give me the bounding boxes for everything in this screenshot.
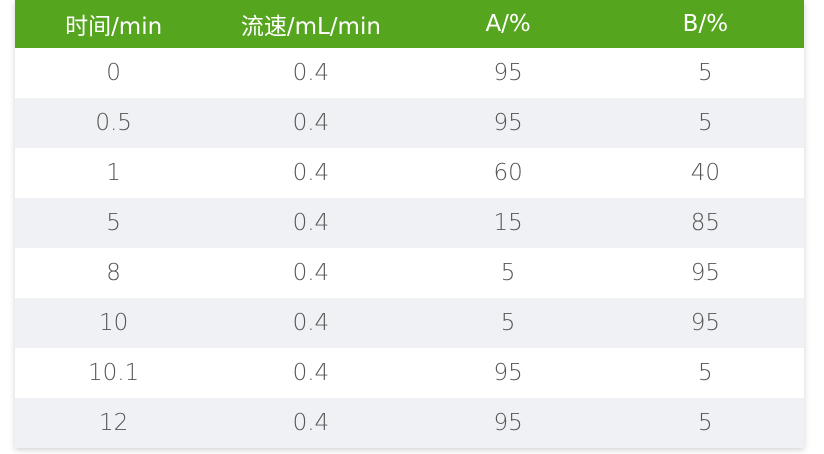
cell-b-percent: 5: [698, 60, 713, 86]
cell-flow-rate: 0.4: [292, 110, 330, 136]
cell-a-percent: 95: [493, 360, 523, 386]
cell-flow-rate: 0.4: [292, 360, 330, 386]
cell-time: 8: [106, 260, 121, 286]
cell-b-percent: 5: [698, 110, 713, 136]
cell-a-percent: 95: [493, 110, 523, 136]
table-row: 10.1 0.4 95 5: [15, 348, 804, 398]
table-row: 5 0.4 15 85: [15, 198, 804, 248]
cell-b-percent: 95: [690, 260, 721, 286]
table-row: 0 0.4 95 5: [15, 48, 804, 98]
header-flow-rate: 流速/mL/min: [240, 14, 381, 40]
table-row: 10 0.4 5 95: [15, 298, 804, 348]
table-row: 1 0.4 60 40: [15, 148, 804, 198]
cell-time: 0.5: [95, 110, 132, 136]
cell-flow-rate: 0.4: [292, 310, 330, 336]
cell-a-percent: 15: [493, 210, 523, 236]
table-row: 12 0.4 95 5: [15, 398, 804, 448]
cell-flow-rate: 0.4: [292, 410, 330, 436]
table-body: 0 0.4 95 5 0.5 0.4 95 5 1 0.4 60 40 5 0.4 15 85 8 0.4 5 95 1…: [15, 48, 804, 448]
cell-b-percent: 95: [690, 310, 721, 336]
cell-b-percent: 5: [698, 360, 713, 386]
table-row: 8 0.4 5 95: [15, 248, 804, 298]
cell-time: 5: [106, 210, 121, 236]
cell-a-percent: 5: [500, 310, 516, 336]
table-row: 0.5 0.4 95 5: [15, 98, 804, 148]
cell-flow-rate: 0.4: [292, 60, 330, 86]
cell-time: 0: [106, 60, 121, 86]
cell-a-percent: 95: [493, 60, 523, 86]
cell-b-percent: 85: [690, 210, 721, 236]
cell-b-percent: 40: [690, 160, 721, 186]
cell-b-percent: 5: [698, 410, 713, 436]
cell-flow-rate: 0.4: [292, 160, 330, 186]
cell-time: 10.1: [88, 360, 140, 386]
cell-a-percent: 60: [493, 160, 523, 186]
table-header: 时间/min 流速/mL/min A/% B/%: [15, 0, 804, 48]
cell-a-percent: 5: [500, 260, 516, 286]
header-time: 时间/min: [65, 14, 163, 40]
cell-time: 12: [98, 410, 129, 436]
cell-a-percent: 95: [493, 410, 523, 436]
cell-flow-rate: 0.4: [292, 260, 330, 286]
gradient-table: 时间/min 流速/mL/min A/% B/% 0 0.4 95 5 0.5 0.4 95…: [15, 0, 804, 448]
header-b-percent: B/%: [682, 11, 729, 37]
cell-time: 10: [98, 310, 129, 336]
cell-flow-rate: 0.4: [292, 210, 330, 236]
cell-time: 1: [106, 160, 121, 186]
header-a-percent: A/%: [485, 11, 531, 37]
